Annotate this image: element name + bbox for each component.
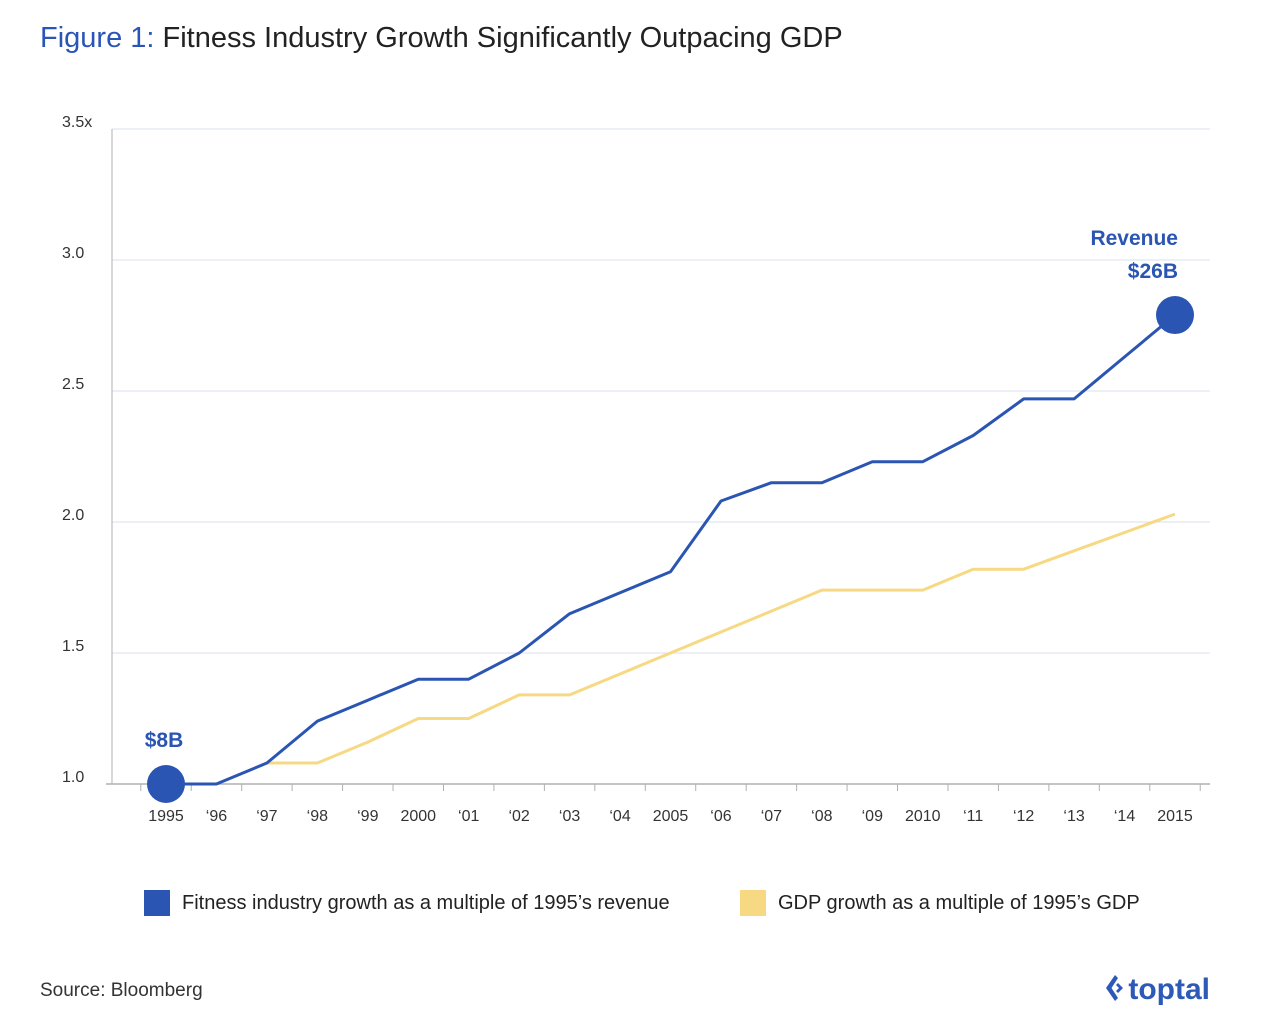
axes: 1.0 1.5 2.0 2.5 3.0 3.5x 1995 ‘96 ‘97 ‘98 ‘99 2000 ‘… bbox=[62, 114, 1210, 825]
series bbox=[166, 313, 1176, 786]
legend-swatch-gdp bbox=[740, 890, 766, 916]
x-tick-label: ‘01 bbox=[458, 808, 479, 825]
x-tick-label: 2010 bbox=[905, 808, 941, 825]
x-tick-label: ‘97 bbox=[256, 808, 277, 825]
y-tick-label: 3.0 bbox=[62, 245, 84, 262]
chart-title: Figure 1: Fitness Industry Growth Signif… bbox=[40, 22, 843, 55]
annotation-label: $26B bbox=[1128, 260, 1178, 283]
y-tick-label: 2.0 bbox=[62, 507, 84, 524]
annotations: $8B Revenue $26B bbox=[145, 227, 1194, 803]
legend-swatch-fitness bbox=[144, 890, 170, 916]
x-tick-label: 2015 bbox=[1157, 808, 1193, 825]
figure-title: Fitness Industry Growth Significantly Ou… bbox=[162, 22, 843, 54]
x-tick-label: ‘09 bbox=[862, 808, 883, 825]
x-tick-label: 2005 bbox=[653, 808, 689, 825]
fitness-series-line bbox=[166, 313, 1176, 786]
legend-label-gdp: GDP growth as a multiple of 1995’s GDP bbox=[778, 891, 1140, 914]
y-tick-label: 2.5 bbox=[62, 376, 84, 393]
x-tick-label: ‘07 bbox=[761, 808, 782, 825]
legend-label-fitness: Fitness industry growth as a multiple of… bbox=[182, 891, 670, 914]
toptal-logo-text: toptal bbox=[1128, 973, 1210, 1006]
legend: Fitness industry growth as a multiple of… bbox=[0, 890, 1284, 918]
annotation-label: Revenue bbox=[1090, 227, 1178, 250]
y-tick-label: 3.5x bbox=[62, 114, 92, 131]
x-tick-label: ‘14 bbox=[1114, 808, 1135, 825]
x-tick-label: ‘13 bbox=[1063, 808, 1084, 825]
start-value-marker bbox=[147, 765, 185, 803]
toptal-logo-icon bbox=[1104, 973, 1126, 1007]
figure-label: Figure 1: bbox=[40, 22, 155, 54]
y-tick-label: 1.5 bbox=[62, 638, 84, 655]
x-tick-label: ‘11 bbox=[963, 808, 983, 825]
end-value-marker bbox=[1156, 296, 1194, 335]
x-tick-label: ‘99 bbox=[357, 808, 378, 825]
annotation-label: $8B bbox=[145, 729, 184, 752]
grid bbox=[112, 128, 1210, 654]
x-tick-label: ‘12 bbox=[1013, 808, 1034, 825]
x-tick-label: ‘98 bbox=[307, 808, 328, 825]
source-note: Source: Bloomberg bbox=[40, 980, 203, 1001]
x-tick-label: 1995 bbox=[148, 808, 184, 825]
y-tick-label: 1.0 bbox=[62, 769, 84, 786]
legend-item-gdp: GDP growth as a multiple of 1995’s GDP bbox=[740, 890, 1140, 916]
legend-item-fitness: Fitness industry growth as a multiple of… bbox=[144, 890, 670, 916]
x-tick-label: ‘96 bbox=[206, 808, 227, 825]
toptal-logo: toptal bbox=[1104, 973, 1210, 1007]
x-tick-label: 2000 bbox=[400, 808, 436, 825]
x-tick-label: ‘06 bbox=[710, 808, 731, 825]
x-tick-label: ‘02 bbox=[508, 808, 529, 825]
line-chart: 1.0 1.5 2.0 2.5 3.0 3.5x 1995 ‘96 ‘97 ‘98 ‘99 2000 ‘… bbox=[62, 114, 1210, 825]
x-tick-label: ‘04 bbox=[609, 808, 630, 825]
x-tick-label: ‘03 bbox=[559, 808, 580, 825]
gdp-series-line bbox=[266, 512, 1176, 765]
x-tick-label: ‘08 bbox=[811, 808, 832, 825]
